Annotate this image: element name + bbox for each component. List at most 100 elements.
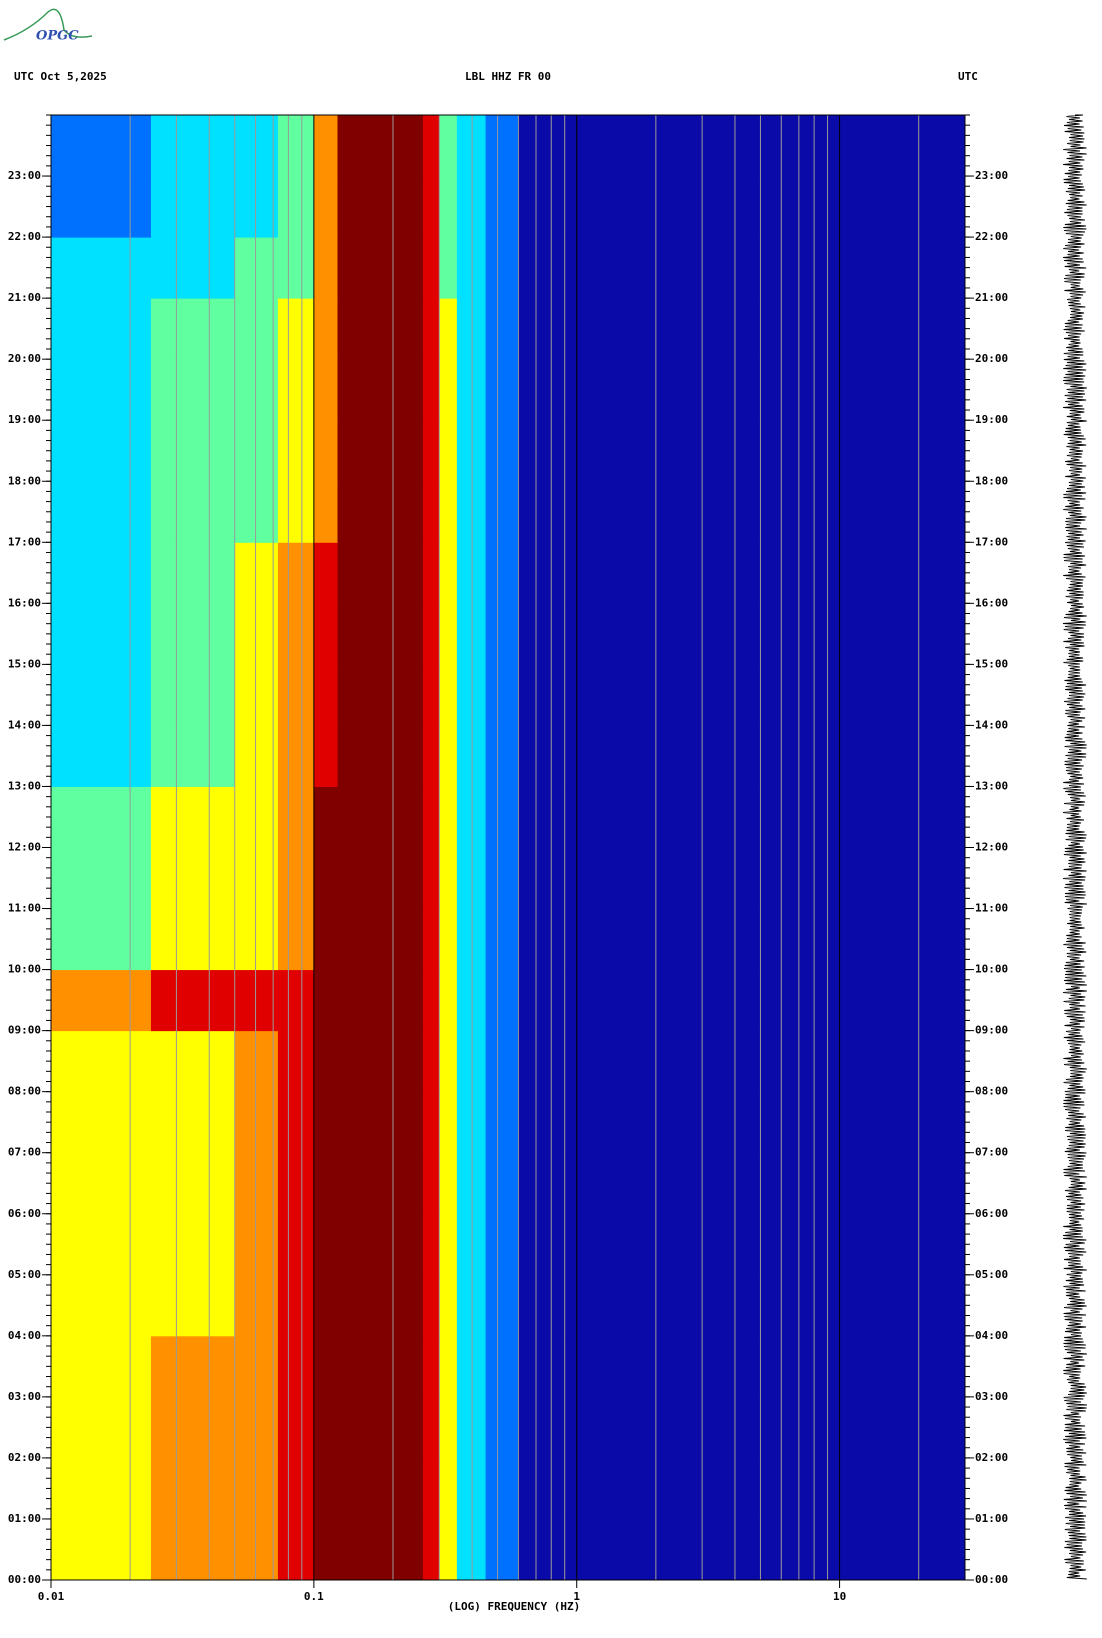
spectrogram-cell bbox=[337, 1091, 424, 1154]
spectrogram-cell bbox=[422, 1457, 440, 1520]
spectrogram-cell bbox=[277, 725, 315, 787]
y-tick-label-right: 20:00 bbox=[975, 352, 1008, 365]
spectrogram-cell bbox=[439, 1457, 458, 1520]
y-tick-label-right: 13:00 bbox=[975, 779, 1008, 792]
chart-title: LBL HHZ FR 00 bbox=[465, 70, 551, 83]
spectrogram-cell bbox=[422, 725, 440, 787]
y-tick-label-right: 02:00 bbox=[975, 1451, 1008, 1464]
spectrogram-cell bbox=[485, 176, 519, 238]
spectrogram-cell bbox=[313, 237, 338, 299]
spectrogram-cell bbox=[422, 786, 440, 848]
spectrogram-cell bbox=[337, 1152, 424, 1215]
spectrogram-cell bbox=[51, 481, 152, 543]
y-tick-label-right: 21:00 bbox=[975, 291, 1008, 304]
spectrogram-cell bbox=[439, 1274, 458, 1337]
y-tick-label-right: 12:00 bbox=[975, 841, 1008, 854]
spectrogram-cell bbox=[456, 847, 487, 910]
spectrogram-cell bbox=[150, 1335, 236, 1398]
y-tick-label-right: 04:00 bbox=[975, 1329, 1008, 1342]
spectrogram-cell bbox=[277, 1457, 315, 1520]
spectrogram-cell bbox=[439, 1335, 458, 1398]
spectrogram-cell bbox=[337, 1396, 424, 1459]
spectrogram-cell bbox=[234, 1274, 279, 1337]
y-tick-label-right: 19:00 bbox=[975, 413, 1008, 426]
spectrogram-cell bbox=[337, 1213, 424, 1276]
spectrogram-cell bbox=[51, 603, 152, 665]
spectrogram-cell bbox=[439, 115, 458, 177]
spectrogram-cell bbox=[51, 542, 152, 604]
spectrogram-cell bbox=[313, 1030, 338, 1093]
spectrogram-cell bbox=[337, 1274, 424, 1337]
y-tick-label-right: 00:00 bbox=[975, 1573, 1008, 1586]
y-tick-label: 18:00 bbox=[8, 474, 41, 487]
spectrogram-cell bbox=[456, 908, 487, 971]
spectrogram-cell bbox=[277, 481, 315, 543]
spectrogram-cell bbox=[439, 1091, 458, 1154]
spectrogram-cell bbox=[313, 908, 338, 971]
spectrogram-cell bbox=[234, 1030, 279, 1093]
spectrogram-cell bbox=[150, 542, 236, 604]
spectrogram-cell bbox=[422, 603, 440, 665]
spectrogram-cell bbox=[439, 908, 458, 971]
spectrogram-cell bbox=[337, 176, 424, 238]
spectrogram-cell bbox=[277, 542, 315, 604]
spectrogram-cell bbox=[150, 359, 236, 421]
spectrogram-cell bbox=[518, 1335, 966, 1398]
y-tick-label: 10:00 bbox=[8, 963, 41, 976]
y-tick-label-right: 18:00 bbox=[975, 474, 1008, 487]
spectrogram-cell bbox=[150, 1396, 236, 1459]
spectrogram-cell bbox=[337, 603, 424, 665]
spectrogram-cell bbox=[456, 1518, 487, 1581]
date-label: UTC Oct 5,2025 bbox=[14, 70, 107, 83]
spectrogram-cell bbox=[277, 298, 315, 360]
y-tick-label: 17:00 bbox=[8, 535, 41, 548]
spectrogram-cell bbox=[234, 542, 279, 604]
spectrogram-cell bbox=[234, 1457, 279, 1520]
spectrogram-cell bbox=[313, 176, 338, 238]
spectrogram-cell bbox=[337, 786, 424, 848]
spectrogram-cell bbox=[313, 1335, 338, 1398]
spectrogram-cell bbox=[337, 542, 424, 604]
spectrogram-cell bbox=[313, 1213, 338, 1276]
spectrogram-cell bbox=[150, 847, 236, 910]
y-tick-label-right: 07:00 bbox=[975, 1146, 1008, 1159]
spectrogram-cell bbox=[150, 664, 236, 726]
spectrogram-cell bbox=[485, 1335, 519, 1398]
spectrogram-cell bbox=[51, 1518, 152, 1581]
spectrogram-cell bbox=[439, 1030, 458, 1093]
spectrogram-cell bbox=[277, 115, 315, 177]
spectrogram-cell bbox=[518, 542, 966, 604]
spectrogram-cell bbox=[150, 176, 236, 238]
x-axis-label: (LOG) FREQUENCY (HZ) bbox=[448, 1600, 580, 1613]
spectrogram-cell bbox=[277, 359, 315, 421]
y-tick-label: 06:00 bbox=[8, 1207, 41, 1220]
spectrogram-cell bbox=[150, 1091, 236, 1154]
x-tick-label: 0.01 bbox=[38, 1590, 65, 1603]
spectrogram-cell bbox=[150, 725, 236, 787]
spectrogram-cell bbox=[485, 603, 519, 665]
spectrogram-cell bbox=[313, 1457, 338, 1520]
spectrogram-cell bbox=[422, 237, 440, 299]
y-tick-label: 03:00 bbox=[8, 1390, 41, 1403]
spectrogram-cell bbox=[313, 1396, 338, 1459]
spectrogram-cell bbox=[485, 969, 519, 1032]
spectrogram-cell bbox=[234, 359, 279, 421]
y-tick-label: 15:00 bbox=[8, 657, 41, 670]
spectrogram-cell bbox=[456, 420, 487, 482]
y-tick-label-right: 01:00 bbox=[975, 1512, 1008, 1525]
y-tick-label-right: 14:00 bbox=[975, 718, 1008, 731]
spectrogram-cell bbox=[277, 1030, 315, 1093]
spectrogram-cell bbox=[456, 725, 487, 787]
spectrogram-cell bbox=[337, 115, 424, 177]
spectrogram-cell bbox=[313, 786, 338, 848]
spectrogram-cell bbox=[51, 1213, 152, 1276]
y-tick-label: 07:00 bbox=[8, 1146, 41, 1159]
spectrogram-cell bbox=[150, 908, 236, 971]
spectrogram-cell bbox=[337, 1335, 424, 1398]
spectrogram-cell bbox=[422, 664, 440, 726]
spectrogram-cell bbox=[485, 786, 519, 848]
spectrogram-cell bbox=[422, 969, 440, 1032]
spectrogram-cell bbox=[422, 176, 440, 238]
y-tick-label: 16:00 bbox=[8, 596, 41, 609]
spectrogram-cell bbox=[337, 908, 424, 971]
